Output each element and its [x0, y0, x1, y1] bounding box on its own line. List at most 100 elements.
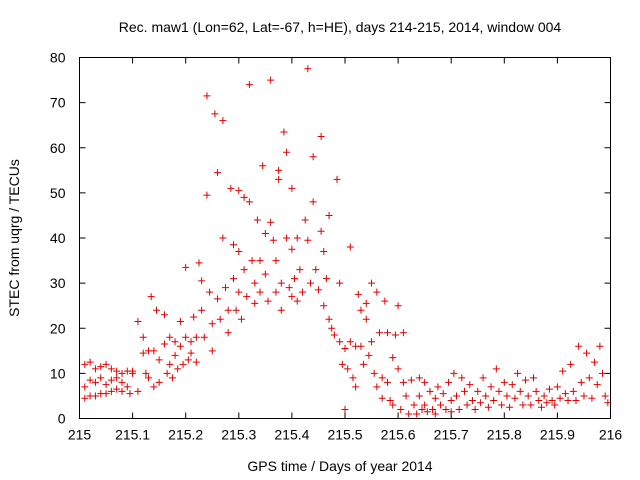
data-point — [522, 376, 530, 384]
data-point — [145, 374, 153, 382]
x-tick-label: 215.2 — [168, 427, 203, 443]
data-point — [314, 286, 322, 294]
data-point — [373, 383, 381, 391]
data-point — [245, 198, 253, 206]
data-point — [150, 383, 158, 391]
data-point — [288, 293, 296, 301]
data-point — [306, 279, 314, 287]
data-point — [442, 405, 450, 413]
data-point — [139, 333, 147, 341]
data-point — [543, 399, 551, 407]
data-point — [484, 403, 492, 411]
data-point — [97, 374, 105, 382]
data-point — [256, 288, 264, 296]
data-point — [511, 394, 519, 402]
data-point — [182, 263, 190, 271]
data-point — [320, 302, 328, 310]
data-point — [431, 394, 439, 402]
data-point — [591, 358, 599, 366]
data-point — [421, 378, 429, 386]
x-tick-label: 215.4 — [274, 427, 309, 443]
data-point — [588, 394, 596, 402]
data-point — [532, 387, 540, 395]
data-point — [354, 290, 362, 298]
data-point — [187, 338, 195, 346]
data-point — [235, 187, 243, 195]
data-point — [139, 349, 147, 357]
data-point — [336, 279, 344, 287]
data-point — [437, 401, 445, 409]
data-point — [402, 392, 410, 400]
data-point — [118, 378, 126, 386]
data-point — [147, 293, 155, 301]
data-point — [352, 383, 360, 391]
data-point — [203, 191, 211, 199]
y-tick-label: 10 — [50, 365, 66, 381]
data-point — [322, 275, 330, 283]
data-point — [91, 392, 99, 400]
data-point — [453, 392, 461, 400]
data-point — [599, 369, 607, 377]
data-point — [383, 329, 391, 337]
data-point — [378, 394, 386, 402]
data-point — [142, 369, 150, 377]
data-point — [190, 313, 198, 321]
data-point — [423, 408, 431, 416]
data-point — [163, 369, 171, 377]
data-point — [187, 349, 195, 357]
data-point — [248, 257, 256, 265]
data-point — [299, 288, 307, 296]
data-point — [447, 396, 455, 404]
data-point — [333, 175, 341, 183]
data-point — [378, 374, 386, 382]
data-point — [506, 403, 514, 411]
data-point — [219, 234, 227, 242]
data-point — [317, 132, 325, 140]
data-point — [174, 365, 182, 373]
data-point — [171, 338, 179, 346]
data-point — [548, 396, 556, 404]
data-point — [503, 392, 511, 400]
data-point — [155, 378, 163, 386]
data-point — [328, 324, 336, 332]
data-point — [113, 385, 121, 393]
x-tick-label: 215.1 — [115, 427, 150, 443]
data-point — [216, 315, 224, 323]
data-point — [466, 381, 474, 389]
data-point — [468, 396, 476, 404]
data-point — [224, 329, 232, 337]
data-point — [405, 410, 413, 418]
data-point — [113, 367, 121, 375]
data-point — [415, 392, 423, 400]
data-point — [394, 302, 402, 310]
data-point — [267, 76, 275, 84]
data-point — [381, 297, 389, 305]
data-point — [208, 320, 216, 328]
data-point — [107, 376, 115, 384]
data-point — [179, 360, 187, 368]
data-point — [245, 81, 253, 89]
data-point — [195, 259, 203, 267]
data-point — [346, 243, 354, 251]
data-point — [394, 365, 402, 373]
data-point — [471, 405, 479, 413]
data-point — [81, 394, 89, 402]
data-point — [272, 288, 280, 296]
data-point — [91, 365, 99, 373]
data-point — [232, 306, 240, 314]
data-point — [575, 342, 583, 350]
data-point — [166, 333, 174, 341]
x-tick-label: 215.8 — [487, 427, 522, 443]
data-point — [211, 110, 219, 118]
data-point — [86, 376, 94, 384]
data-point — [492, 365, 500, 373]
x-tick-label: 215.9 — [540, 427, 575, 443]
data-point — [583, 349, 591, 357]
data-point — [373, 288, 381, 296]
x-tick-label: 215.7 — [434, 427, 469, 443]
data-point — [304, 236, 312, 244]
data-point — [330, 331, 338, 339]
data-point — [389, 354, 397, 362]
data-point — [102, 390, 110, 398]
data-point — [166, 360, 174, 368]
